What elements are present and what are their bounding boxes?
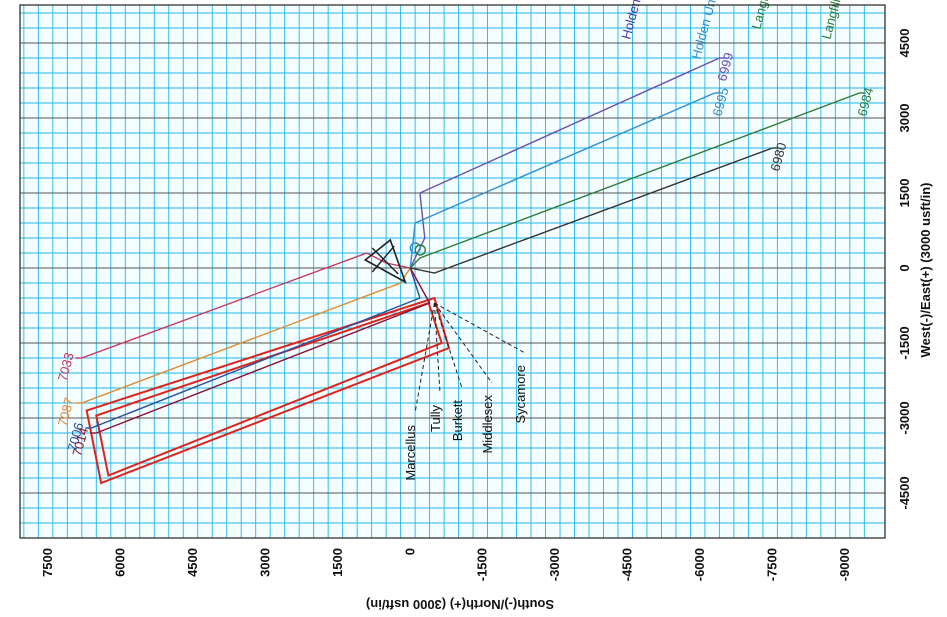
pad-cross — [371, 247, 399, 275]
y-tick-label: 0 — [897, 264, 912, 271]
formation-leader — [433, 302, 441, 394]
well-label: 7033 — [55, 351, 77, 383]
well-label: 7014 — [69, 426, 91, 458]
pad-outline — [363, 238, 407, 284]
x-tick-label: -6000 — [692, 548, 707, 581]
y-tick-label: -1500 — [897, 326, 912, 359]
formation-leader — [434, 302, 493, 384]
well-path — [409, 92, 715, 269]
well-path — [96, 267, 431, 434]
formation-label: Marcellus — [403, 425, 418, 481]
boundary-outline — [85, 296, 451, 485]
x-tick-label: 1500 — [330, 548, 345, 577]
well-label: 7006 — [64, 421, 86, 453]
well-label: 7087 — [55, 396, 77, 428]
formation-label: Tully — [428, 405, 443, 432]
formation-label: Burkett — [450, 400, 465, 442]
x-tick-label: -9000 — [837, 548, 852, 581]
y-tick-label: 1500 — [897, 179, 912, 208]
x-axis-title: South(-)/North(+) (3000 usft/in) — [366, 597, 554, 612]
well-label: 6995 — [710, 86, 732, 118]
plot-frame — [19, 4, 886, 539]
x-tick-label: 4500 — [185, 548, 200, 577]
formation-label: Sycamore — [513, 365, 528, 424]
x-tick-label: -4500 — [620, 548, 635, 581]
well-pad — [363, 238, 426, 284]
formation-leader — [414, 302, 435, 414]
boundary-outline — [95, 301, 443, 477]
surface-location — [409, 242, 421, 254]
y-tick-label: 4500 — [897, 29, 912, 58]
y-tick-label: 3000 — [897, 104, 912, 133]
y-tick-label: -3000 — [897, 401, 912, 434]
x-tick-label: 6000 — [112, 548, 127, 577]
x-tick-label: -1500 — [475, 548, 490, 581]
surface-location — [414, 244, 426, 256]
plot-area — [20, 5, 885, 538]
well-path — [91, 267, 421, 429]
x-tick-label: 7500 — [40, 548, 55, 577]
well-label: 6999 — [714, 51, 736, 83]
y-tick-label: -4500 — [897, 476, 912, 509]
x-tick-label: -7500 — [765, 548, 780, 581]
formation-label: Middlesex — [480, 395, 495, 454]
x-tick-labels: 7500 6000 4500 3000 1500 0 -1500 -3000 -4500 -600… — [40, 548, 852, 581]
x-tick-label: 3000 — [257, 548, 272, 577]
y-axis-title: West(-)/East(+) (3000 usft/in) — [918, 183, 933, 358]
y-tick-labels: 4500 3000 1500 0 -1500 -3000 -4500 — [897, 29, 912, 510]
well-path — [81, 267, 411, 404]
x-tick-label: 0 — [402, 548, 417, 555]
well-path — [81, 252, 411, 359]
formation-leader — [434, 302, 526, 354]
well-path — [410, 147, 773, 274]
x-tick-label: -3000 — [547, 548, 562, 581]
pad-cross — [371, 245, 395, 273]
formation-leader — [433, 302, 463, 389]
well-label: 6984 — [854, 86, 876, 118]
lease-boundary — [85, 296, 451, 485]
well-path — [409, 92, 860, 269]
well-label: 6980 — [767, 141, 789, 173]
